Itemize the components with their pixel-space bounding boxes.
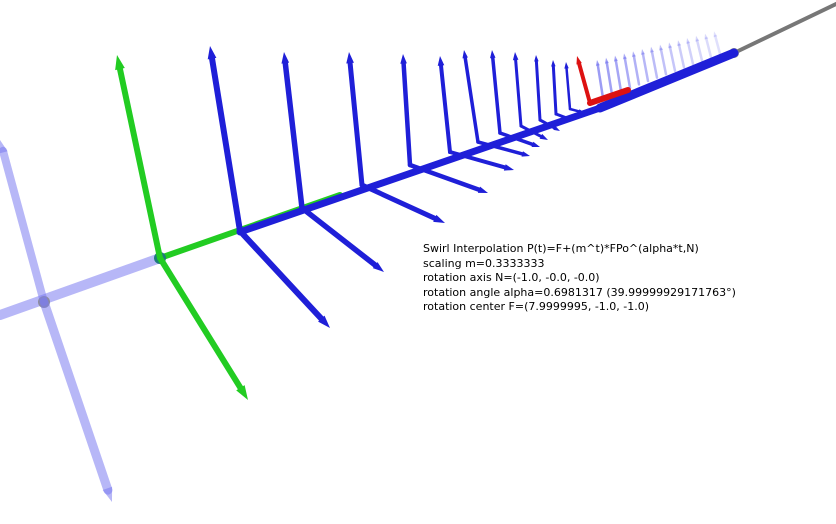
frame-8-down-arrow-head [553,125,560,131]
frame-2-up-arrow-head [346,52,354,64]
frame-2-down-arrow-shaft [359,182,439,222]
frame-4-up-arrow-head [437,56,445,66]
frame-4-up-arrow-shaft [438,62,452,154]
far-frame-8-up-arrow-head [668,42,673,49]
frame-9-up-arrow-head [551,60,556,67]
frame-4-down-arrow-head [503,164,514,171]
ghost-down-arrow-head [102,486,113,502]
far-frame-2-up-arrow-head [614,55,618,62]
frame-3-up-arrow-shaft [401,60,413,168]
frame-7-up-arrow-shaft [514,57,523,128]
frame-5-down-arrow-head [521,151,530,157]
highlight-axis-segment [587,87,631,106]
far-frame-3-up-arrow-head [623,53,627,60]
frame-9-down-arrow-head [565,115,572,120]
title-line: Swirl Interpolation P(t)=F+(m^t)*FPo^(al… [423,242,699,255]
frame-0-down-arrow-head [318,315,330,328]
far-frame-0-up-arrow-shaft [596,63,605,100]
frame-5-up-arrow-shaft [463,55,480,144]
frame-1-down-arrow-shaft [299,205,380,269]
axis-line: rotation axis N=(-1.0, -0.0, -0.0) [423,271,600,285]
far-frame-1-up-arrow-head [605,57,609,64]
far-frame-6-up-arrow-head [650,46,654,53]
ghost-down-arrow-shaft [39,297,113,495]
frame-6-up-arrow-head [490,50,496,59]
far-frame-4-up-arrow-head [632,51,636,58]
frame-3-up-arrow-head [400,54,407,64]
far-frame-10-up-arrow-shaft [686,41,695,66]
far-frame-8-up-arrow-shaft [668,45,677,73]
start-down-arrow-head [236,385,248,400]
frame-3-down-arrow-head [477,186,488,193]
frame-10-down-arrow-head [578,109,585,114]
frame-0-up-arrow-shaft [208,54,243,234]
ghost-up-arrow-head [0,140,8,154]
far-frame-13-up-arrow-head [713,31,718,38]
far-frame-11-up-arrow-head [695,35,700,42]
frame-5-down-arrow-shaft [476,140,525,156]
info-panel: Swirl Interpolation P(t)=F+(m^t)*FPo^(al… [423,242,736,315]
start-up-arrow-shaft [116,64,163,261]
frame-4-down-arrow-shaft [448,150,508,170]
far-frame-12-up-arrow-head [704,33,709,40]
far-frame-5-up-arrow-head [641,49,645,55]
ghost-arrows-far [595,31,722,100]
far-frame-1-up-arrow-shaft [605,61,614,96]
far-frame-6-up-arrow-shaft [650,50,659,79]
frame-arrows [0,46,631,502]
far-frame-13-up-arrow-shaft [714,34,722,56]
highlight-up-arrow-shaft [576,60,592,105]
start-up-arrow-head [115,55,125,71]
far-frame-3-up-arrow-shaft [623,56,632,90]
frame-1-up-arrow-head [281,52,290,64]
frame-1-up-arrow-shaft [282,58,305,211]
far-frame-7-up-arrow-shaft [659,48,668,76]
highlight-up-arrow-head [576,56,582,65]
frame-7-down-arrow-shaft [519,124,544,139]
frame-0-up-arrow-head [207,46,217,60]
frame-10-up-arrow-shaft [565,66,572,111]
far-frame-12-up-arrow-shaft [704,37,713,59]
far-frame-5-up-arrow-shaft [641,52,650,83]
far-frame-9-up-arrow-head [677,40,682,47]
far-frame-11-up-arrow-shaft [695,39,704,62]
frame-8-down-arrow-shaft [538,118,557,130]
center-line: rotation center F=(7.9999995, -1.0, -1.0… [423,300,650,314]
frame-9-down-arrow-shaft [554,112,569,120]
angle-line: rotation angle alpha=0.6981317 (39.99999… [423,285,736,299]
frame-8-up-arrow-head [534,55,539,62]
frame-6-up-arrow-shaft [490,55,502,135]
frame-2-down-arrow-head [433,214,445,223]
start-down-arrow-shaft [157,255,245,393]
frame-10-down-arrow-shaft [568,107,581,113]
far-frame-10-up-arrow-head [686,38,691,44]
frame-8-up-arrow-shaft [534,59,542,122]
far-frame-7-up-arrow-head [659,44,663,51]
far-frame-4-up-arrow-shaft [632,54,641,86]
axis-segment-far [595,48,739,113]
frame-1-down-arrow-head [372,262,384,272]
frame-6-down-arrow-shaft [498,131,536,147]
frame-3-down-arrow-shaft [407,162,483,193]
scaling-line: scaling m=0.3333333 [423,256,545,270]
frame-0-down-arrow-shaft [237,228,326,323]
far-frame-9-up-arrow-shaft [677,43,686,69]
frame-7-down-arrow-head [539,133,548,140]
axis-segment-ghost [0,253,165,320]
axis-tail [732,2,836,55]
frame-2-up-arrow-shaft [347,59,365,188]
frame-7-up-arrow-head [512,52,519,61]
frame-5-up-arrow-head [462,50,468,59]
frame-9-up-arrow-shaft [551,64,558,116]
far-frame-0-up-arrow-head [595,60,600,66]
frame-6-down-arrow-head [531,141,540,147]
far-frame-2-up-arrow-shaft [614,59,623,93]
ghost-up-arrow-shaft [0,146,48,306]
frame-10-up-arrow-head [564,62,569,69]
